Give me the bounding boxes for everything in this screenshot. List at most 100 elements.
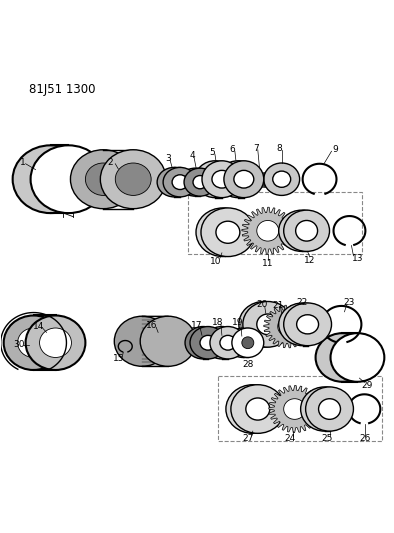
Text: 23: 23 xyxy=(344,298,355,308)
Ellipse shape xyxy=(278,317,297,336)
Ellipse shape xyxy=(220,335,236,350)
Ellipse shape xyxy=(115,163,151,196)
Ellipse shape xyxy=(257,221,279,241)
Text: 9: 9 xyxy=(333,146,338,154)
Ellipse shape xyxy=(301,387,348,431)
Ellipse shape xyxy=(284,303,331,346)
Ellipse shape xyxy=(314,399,336,419)
Text: 22: 22 xyxy=(296,298,307,306)
Ellipse shape xyxy=(246,398,270,420)
Ellipse shape xyxy=(279,210,325,252)
Text: 15: 15 xyxy=(113,354,124,364)
Ellipse shape xyxy=(284,399,306,419)
Ellipse shape xyxy=(292,315,314,334)
Text: 3: 3 xyxy=(165,154,171,163)
Ellipse shape xyxy=(195,161,235,198)
Ellipse shape xyxy=(227,328,259,358)
Ellipse shape xyxy=(195,335,211,350)
Ellipse shape xyxy=(193,175,207,189)
Ellipse shape xyxy=(190,327,226,359)
Text: 27: 27 xyxy=(242,434,253,443)
Ellipse shape xyxy=(202,161,242,198)
Ellipse shape xyxy=(319,399,340,419)
Ellipse shape xyxy=(31,146,106,213)
Polygon shape xyxy=(264,305,312,348)
Text: 11: 11 xyxy=(262,259,273,268)
Ellipse shape xyxy=(291,221,312,241)
Ellipse shape xyxy=(211,221,235,243)
Text: 24: 24 xyxy=(284,434,295,443)
Ellipse shape xyxy=(85,163,121,196)
Ellipse shape xyxy=(273,171,291,187)
Ellipse shape xyxy=(114,316,170,366)
Ellipse shape xyxy=(205,171,225,188)
Ellipse shape xyxy=(316,333,370,382)
Ellipse shape xyxy=(18,328,50,358)
Text: 30: 30 xyxy=(13,340,24,349)
Ellipse shape xyxy=(306,387,353,431)
Polygon shape xyxy=(242,207,294,254)
Ellipse shape xyxy=(228,171,248,188)
Ellipse shape xyxy=(241,398,265,420)
Ellipse shape xyxy=(331,333,384,382)
Text: 26: 26 xyxy=(360,434,371,443)
Ellipse shape xyxy=(284,210,329,252)
Ellipse shape xyxy=(166,175,182,190)
Ellipse shape xyxy=(100,150,166,209)
Ellipse shape xyxy=(140,316,196,366)
Ellipse shape xyxy=(204,327,240,359)
Text: 13: 13 xyxy=(352,254,363,263)
Bar xyxy=(258,172,262,187)
Ellipse shape xyxy=(216,221,240,243)
Ellipse shape xyxy=(172,175,188,190)
Ellipse shape xyxy=(188,175,202,189)
Ellipse shape xyxy=(200,335,216,350)
Text: 10: 10 xyxy=(210,257,222,266)
Text: 8: 8 xyxy=(277,144,282,153)
Ellipse shape xyxy=(210,327,246,359)
Ellipse shape xyxy=(279,303,327,346)
Text: 6: 6 xyxy=(229,146,235,154)
Ellipse shape xyxy=(39,328,71,358)
Ellipse shape xyxy=(226,385,280,433)
Ellipse shape xyxy=(185,327,221,359)
Ellipse shape xyxy=(242,337,254,349)
Ellipse shape xyxy=(264,163,299,196)
Polygon shape xyxy=(269,385,321,433)
Ellipse shape xyxy=(239,302,289,347)
Text: 18: 18 xyxy=(212,318,224,327)
Ellipse shape xyxy=(237,337,249,349)
Bar xyxy=(268,172,272,187)
Ellipse shape xyxy=(71,150,136,209)
Text: 28: 28 xyxy=(242,360,253,369)
Ellipse shape xyxy=(224,161,264,198)
Ellipse shape xyxy=(179,168,211,196)
Ellipse shape xyxy=(212,171,232,188)
Text: 2: 2 xyxy=(108,158,113,167)
Ellipse shape xyxy=(196,208,250,256)
Text: 16: 16 xyxy=(147,321,158,330)
Ellipse shape xyxy=(253,314,275,335)
Text: 19: 19 xyxy=(232,318,243,327)
Ellipse shape xyxy=(26,316,85,370)
Text: 12: 12 xyxy=(304,256,315,265)
Text: 20: 20 xyxy=(256,300,268,309)
Ellipse shape xyxy=(232,328,264,358)
Text: 7: 7 xyxy=(253,144,259,153)
Text: 1: 1 xyxy=(20,158,26,167)
Ellipse shape xyxy=(218,161,258,198)
Ellipse shape xyxy=(296,221,318,241)
Bar xyxy=(218,376,382,441)
Ellipse shape xyxy=(4,316,63,370)
Text: 5: 5 xyxy=(209,148,215,157)
Ellipse shape xyxy=(157,167,191,197)
Text: 81J51 1300: 81J51 1300 xyxy=(29,84,95,96)
Ellipse shape xyxy=(163,167,197,197)
Text: 25: 25 xyxy=(322,434,333,443)
Ellipse shape xyxy=(297,315,319,334)
Ellipse shape xyxy=(184,168,216,196)
Text: 4: 4 xyxy=(189,151,195,160)
Ellipse shape xyxy=(243,302,293,347)
Ellipse shape xyxy=(201,208,255,256)
Ellipse shape xyxy=(257,314,279,335)
